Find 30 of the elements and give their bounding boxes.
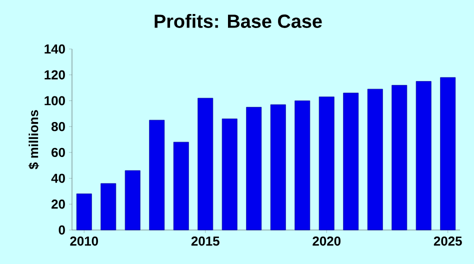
y-tick-label: 120: [44, 70, 65, 80]
y-tick-label: 40: [51, 174, 65, 183]
y-tick-label: 100: [44, 96, 65, 106]
bar: [100, 183, 116, 230]
x-tick-label: 2010: [70, 236, 98, 246]
y-axis-title: $ millions: [28, 110, 40, 170]
bar: [318, 96, 334, 230]
bar: [149, 120, 165, 230]
x-tick-label: 2025: [434, 236, 462, 246]
bar: [198, 98, 214, 230]
bar: [124, 170, 140, 230]
chart-title: Profits: Base Case: [154, 14, 322, 28]
bar: [392, 85, 408, 230]
bar: [222, 118, 238, 230]
y-tick-label: 80: [51, 122, 65, 132]
x-tick-label: 2020: [312, 236, 340, 246]
y-tick-label: 140: [44, 44, 65, 54]
bar: [416, 81, 432, 230]
bar: [440, 77, 456, 230]
y-tick-label: 20: [52, 200, 65, 209]
bar: [294, 100, 310, 230]
bar: [246, 106, 262, 230]
bar: [343, 92, 359, 230]
y-tick-label: 0: [58, 225, 65, 235]
x-tick-label: 2015: [191, 236, 220, 246]
y-tick-label: 60: [52, 148, 65, 158]
bar: [76, 194, 92, 230]
bar: [173, 142, 189, 230]
bar: [270, 104, 286, 230]
bar: [367, 88, 383, 230]
